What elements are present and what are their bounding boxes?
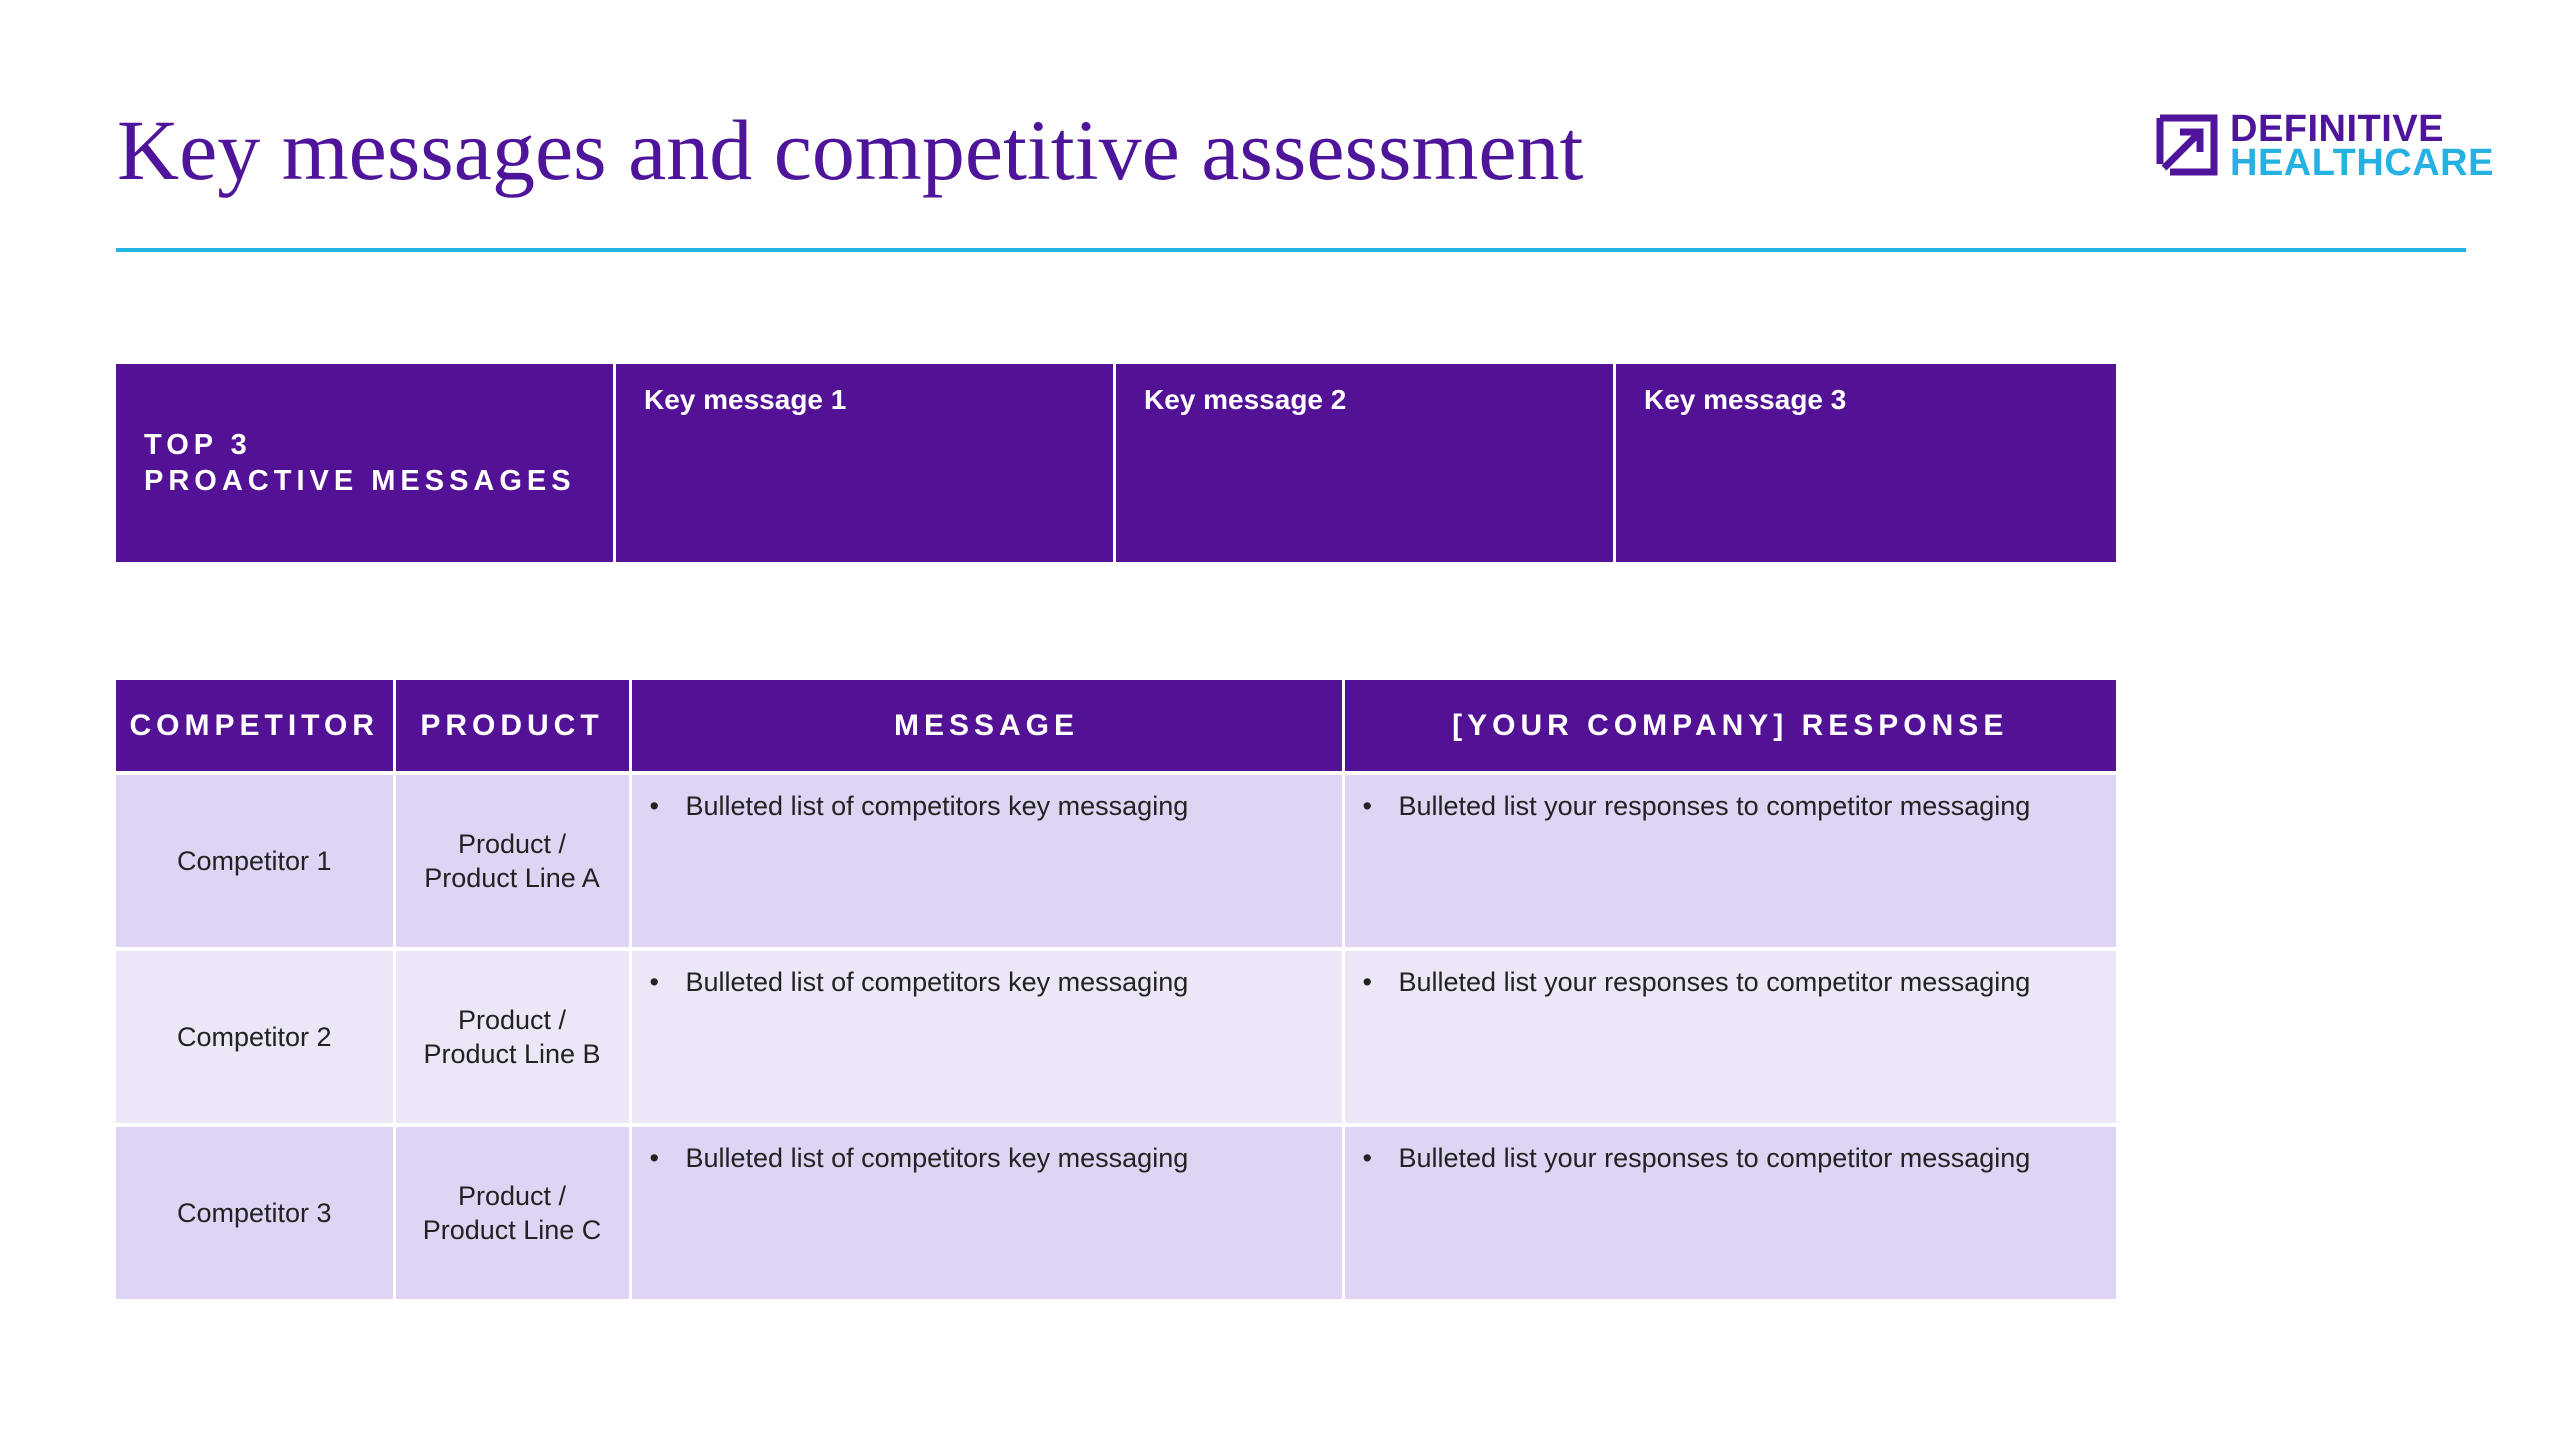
key-message-2: Key message 2 bbox=[1144, 384, 1347, 415]
title-divider bbox=[116, 248, 2466, 252]
proactive-messages-label: TOP 3 PROACTIVE MESSAGES bbox=[144, 429, 576, 497]
company-logo: DEFINITIVE HEALTHCARE bbox=[2156, 110, 2493, 186]
logo-line-2: HEALTHCARE bbox=[2230, 142, 2494, 184]
proactive-messages-label-cell: TOP 3 PROACTIVE MESSAGES bbox=[116, 364, 616, 562]
message-cell: Bulleted list of competitors key messagi… bbox=[630, 771, 1345, 949]
key-message-3-cell: Key message 3 bbox=[1616, 364, 2116, 562]
table-row: Competitor 3 Product / Product Line C Bu… bbox=[116, 1123, 2117, 1299]
message-bullet: Bulleted list of competitors key messagi… bbox=[650, 789, 1342, 823]
competitive-assessment-table: COMPETITOR PRODUCT MESSAGE [YOUR COMPANY… bbox=[116, 680, 2116, 1299]
product-name: Product / Product Line B bbox=[394, 947, 632, 1125]
competitor-name: Competitor 3 bbox=[116, 1123, 396, 1299]
header-product: PRODUCT bbox=[394, 680, 632, 773]
response-cell: Bulleted list your responses to competit… bbox=[1343, 947, 2117, 1125]
response-list: Bulleted list your responses to competit… bbox=[1345, 965, 2117, 999]
response-list: Bulleted list your responses to competit… bbox=[1345, 789, 2117, 823]
table-row: Competitor 1 Product / Product Line A Bu… bbox=[116, 771, 2117, 949]
logo-wordmark: DEFINITIVE HEALTHCARE bbox=[2230, 108, 2494, 184]
response-bullet: Bulleted list your responses to competit… bbox=[1363, 789, 2117, 823]
response-bullet: Bulleted list your responses to competit… bbox=[1363, 1141, 2117, 1175]
message-cell: Bulleted list of competitors key messagi… bbox=[630, 947, 1345, 1125]
response-cell: Bulleted list your responses to competit… bbox=[1343, 1123, 2117, 1299]
proactive-messages-table: TOP 3 PROACTIVE MESSAGES Key message 1 K… bbox=[116, 364, 2116, 562]
header-message: MESSAGE bbox=[630, 680, 1345, 773]
message-bullet: Bulleted list of competitors key messagi… bbox=[650, 965, 1342, 999]
header-competitor: COMPETITOR bbox=[116, 680, 396, 773]
competitor-name: Competitor 2 bbox=[116, 947, 396, 1125]
response-bullet: Bulleted list your responses to competit… bbox=[1363, 965, 2117, 999]
response-cell: Bulleted list your responses to competit… bbox=[1343, 771, 2117, 949]
message-list: Bulleted list of competitors key messagi… bbox=[632, 965, 1342, 999]
message-bullet: Bulleted list of competitors key messagi… bbox=[650, 1141, 1342, 1175]
slide-title: Key messages and competitive assessment bbox=[117, 102, 1584, 198]
definitive-healthcare-arrow-icon bbox=[2156, 114, 2218, 176]
product-name: Product / Product Line C bbox=[394, 1123, 632, 1299]
key-message-1: Key message 1 bbox=[644, 384, 847, 415]
competitor-name: Competitor 1 bbox=[116, 771, 396, 949]
message-cell: Bulleted list of competitors key messagi… bbox=[630, 1123, 1345, 1299]
key-message-3: Key message 3 bbox=[1644, 384, 1847, 415]
header-response: [YOUR COMPANY] RESPONSE bbox=[1343, 680, 2116, 773]
product-name: Product / Product Line A bbox=[394, 771, 632, 949]
table-row: Competitor 2 Product / Product Line B Bu… bbox=[116, 947, 2117, 1125]
logo-line-1: DEFINITIVE bbox=[2230, 108, 2445, 150]
message-list: Bulleted list of competitors key messagi… bbox=[632, 1141, 1342, 1175]
key-message-2-cell: Key message 2 bbox=[1116, 364, 1616, 562]
key-message-1-cell: Key message 1 bbox=[616, 364, 1116, 562]
response-list: Bulleted list your responses to competit… bbox=[1345, 1141, 2117, 1175]
message-list: Bulleted list of competitors key messagi… bbox=[632, 789, 1342, 823]
table-header-row: COMPETITOR PRODUCT MESSAGE [YOUR COMPANY… bbox=[116, 680, 2116, 773]
